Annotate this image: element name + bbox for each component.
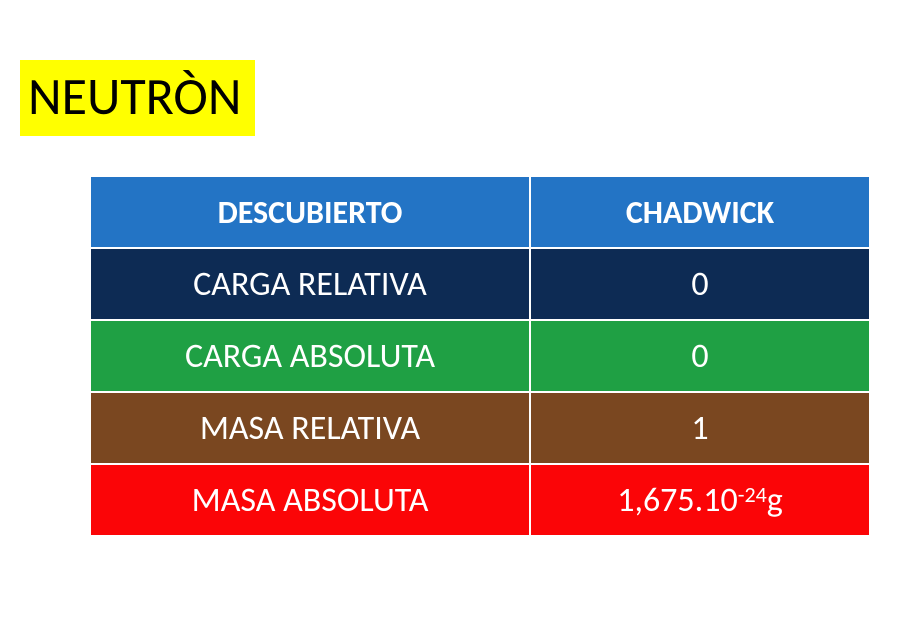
page-title: NEUTRÒN [28, 64, 241, 128]
table-row: CARGA ABSOLUTA 0 [90, 320, 870, 392]
table-row: MASA RELATIVA 1 [90, 392, 870, 464]
row-label-cell: MASA RELATIVA [90, 392, 530, 464]
row-value-cell: 1,675.10-24g [530, 464, 870, 536]
title-box: NEUTRÒN [20, 60, 255, 136]
row-value-cell: 0 [530, 320, 870, 392]
table-header-row: DESCUBIERTO CHADWICK [90, 176, 870, 248]
row-value-cell: 0 [530, 248, 870, 320]
table-row: MASA ABSOLUTA 1,675.10-24g [90, 464, 870, 536]
row-label-cell: CARGA ABSOLUTA [90, 320, 530, 392]
row-label-cell: MASA ABSOLUTA [90, 464, 530, 536]
value-suffix: g [767, 480, 783, 521]
value-base: 1,675.10 [617, 480, 737, 521]
table-row: CARGA RELATIVA 0 [90, 248, 870, 320]
row-value-cell: 1 [530, 392, 870, 464]
header-value-cell: CHADWICK [530, 176, 870, 248]
neutron-table: DESCUBIERTO CHADWICK CARGA RELATIVA 0 CA… [90, 176, 870, 536]
header-label-cell: DESCUBIERTO [90, 176, 530, 248]
row-label-cell: CARGA RELATIVA [90, 248, 530, 320]
value-exponent: -24 [738, 481, 767, 508]
